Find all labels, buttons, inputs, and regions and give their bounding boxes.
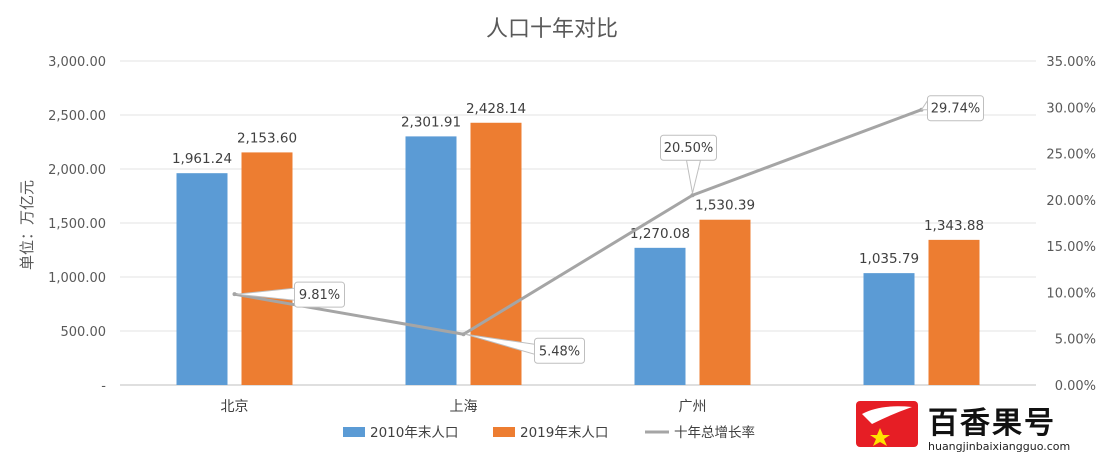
bar [405,136,457,385]
growth-callout: 29.74% [920,95,984,122]
bar-data-labels: 1,961.24 2,153.60 2,301.91 2,428.14 1,270.08… [172,101,984,267]
callout-box [294,281,345,308]
y2-tick-label: 5.00% [1055,333,1096,348]
growth-data-label: 29.74% [931,102,981,117]
bar-data-label: 1,530.39 [695,198,755,214]
y-tick-label: 3,000.00 [48,55,106,70]
growth-data-label: 9.81% [299,288,340,303]
watermark-star-icon [870,428,890,446]
growth-data-label: 5.48% [539,344,580,359]
bar-data-label: 1,343.88 [924,218,984,234]
watermark-name: 百香果号 [928,406,1056,441]
legend-swatch [493,427,515,437]
legend-swatch [343,427,365,437]
x-category-label: 广州 [679,399,707,415]
legend-label: 十年总增长率 [674,424,755,441]
x-category-label: 北京 [221,399,249,415]
bar [928,239,980,385]
callout-box [660,134,717,161]
y-axis-ticks: - 500.00 1,000.00 1,500.00 2,000.00 2,500.00 3… [48,55,106,394]
y-tick-label: 500.00 [61,325,107,340]
y2-tick-label: 30.00% [1046,101,1096,116]
bar-data-label: 1,035.79 [859,251,919,267]
watermark-swoosh [862,406,912,424]
growth-point [690,193,695,198]
bar [863,273,915,385]
growth-point [461,332,466,337]
growth-callouts: 9.81% 5.48% 20.50% 29.74% [236,95,984,364]
x-axis-categories: 北京 上海 广州 [221,399,707,415]
growth-callout: 20.50% [660,134,717,194]
x-category-label: 上海 [450,399,478,415]
growth-line-path [234,108,923,336]
legend-label: 2019年末人口 [520,425,608,441]
growth-data-label: 20.50% [664,141,714,156]
bars [176,122,980,386]
bar-data-label: 2,301.91 [401,114,461,130]
bar-data-label: 2,428.14 [466,101,526,117]
callout-pointer [920,99,928,111]
bar [634,247,686,385]
callout-box [534,337,585,364]
chart-title: 人口十年对比 [486,17,618,42]
watermark-logo: 百香果号 huangjinbaixiangguo.com [856,401,1070,453]
y-tick-label: 2,500.00 [48,109,106,124]
bar-data-label: 1,270.08 [630,226,690,242]
y2-tick-label: 25.00% [1046,148,1096,163]
y2-tick-label: 10.00% [1046,286,1096,301]
bar-data-label: 1,961.24 [172,151,232,167]
y2-tick-label: 20.00% [1046,194,1096,209]
legend: 2010年末人口 2019年末人口 十年总增长率 [343,424,755,441]
legend-label: 2010年末人口 [370,425,458,441]
callout-pointer [685,159,702,194]
bar [699,219,751,385]
y-tick-label: - [101,379,106,394]
growth-callout: 5.48% [465,333,585,364]
y2-tick-label: 15.00% [1046,240,1096,255]
secondary-y-axis-ticks: 0.00% 5.00% 10.00% 15.00% 20.00% 25.00% 30.00%… [1046,55,1096,394]
y-tick-label: 1,500.00 [48,217,106,232]
bar-data-label: 2,153.60 [237,130,297,146]
growth-callout: 9.81% [236,281,345,308]
watermark-url: huangjinbaixiangguo.com [928,440,1070,453]
y-tick-label: 2,000.00 [48,163,106,178]
y-tick-label: 1,000.00 [48,271,106,286]
bar [241,152,293,385]
bar [176,173,228,385]
callout-box [927,95,984,122]
growth-point [232,292,237,297]
y2-tick-label: 35.00% [1046,55,1096,70]
y2-tick-label: 0.00% [1055,379,1096,394]
y-axis-label: 单位：万亿元 [18,180,36,270]
